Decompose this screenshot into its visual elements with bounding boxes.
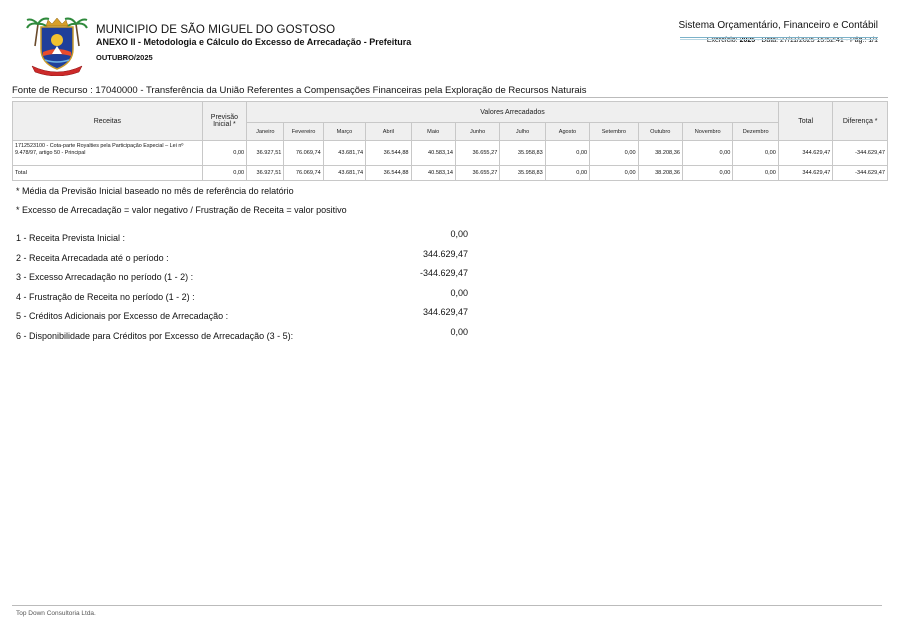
cell-month: 0,00 [681, 140, 734, 166]
revenue-table: Receitas Previsão Inicial * Valores Arre… [12, 101, 888, 181]
table-total-row: Total 0,00 36.927,51 76.069,74 43.681,74… [12, 165, 888, 181]
month-header: Abril [365, 122, 412, 141]
cell-month: 36.544,88 [365, 165, 412, 181]
note-excesso: * Excesso de Arrecadação = valor negativ… [16, 205, 347, 215]
cell-month: 36.655,27 [454, 165, 501, 181]
summary-row: 5 - Créditos Adicionais por Excesso de A… [16, 307, 468, 327]
cell-month: 38.208,36 [637, 140, 683, 166]
cell-month: 36.927,51 [246, 165, 285, 181]
report-header: MUNICIPIO DE SÃO MIGUEL DO GOSTOSO ANEXO… [26, 16, 878, 76]
coat-of-arms-logo [26, 17, 88, 76]
source-divider [12, 97, 888, 98]
summary-value: 344.629,47 [422, 307, 468, 317]
exercise-label: Exercício: [706, 37, 738, 44]
month-header: Fevereiro [283, 122, 324, 141]
footer-company: Top Down Consultoria Ltda. [16, 610, 96, 617]
summary-label: 5 - Créditos Adicionais por Excesso de A… [16, 311, 229, 321]
summary-value: 344.629,47 [422, 248, 468, 259]
cell-previsao: 0,00 [201, 165, 248, 181]
summary-label: 4 - Frustração de Receita no período (1 … [16, 291, 195, 302]
month-header: Janeiro [246, 122, 285, 141]
table-row: 1712523100 - Cota-parte Royalties pela P… [12, 140, 888, 166]
cell-month: 0,00 [732, 165, 779, 181]
cell-month: 40.583,14 [410, 140, 456, 166]
month-header: Março [322, 122, 367, 141]
report-date: - Data: 27/11/2025 15:52:41 - Pág.: 1/1 [757, 37, 878, 44]
footer-divider [12, 605, 882, 606]
summary-row: 6 - Disponibilidade para Créditos por Ex… [16, 327, 468, 347]
cell-month: 36.927,51 [246, 140, 285, 166]
cell-month: 76.069,74 [283, 140, 324, 166]
revenue-description: 1712523100 - Cota-parte Royalties pela P… [12, 140, 203, 166]
month-header: Outubro [637, 122, 683, 141]
cell-total: 344.629,47 [777, 140, 834, 166]
cell-month: 0,00 [589, 140, 639, 166]
cell-diferenca: -344.629,47 [832, 140, 888, 166]
col-total: Total [777, 101, 834, 141]
cell-month: 35.958,83 [499, 165, 546, 181]
municipality-name: MUNICIPIO DE SÃO MIGUEL DO GOSTOSO [96, 24, 336, 36]
note-previsao: * Média da Previsão Inicial baseado no m… [16, 186, 294, 196]
summary-value: 0,00 [450, 326, 468, 337]
cell-month: 36.655,27 [454, 140, 501, 166]
cell-month: 43.681,74 [322, 140, 367, 166]
cell-month: 0,00 [681, 165, 734, 181]
summary-value: 0,00 [450, 229, 468, 239]
reference-month: OUTUBRO/2025 [96, 53, 153, 62]
cell-month: 0,00 [732, 140, 779, 166]
header-divider [680, 37, 878, 38]
month-header: Setembro [589, 122, 639, 141]
summary-value: -344.629,47 [419, 268, 468, 278]
summary-label: 3 - Excesso Arrecadação no período (1 - … [16, 272, 194, 282]
notes: * Média da Previsão Inicial baseado no m… [16, 186, 347, 224]
month-header: Dezembro [732, 122, 779, 141]
cell-month: 43.681,74 [322, 165, 367, 181]
cell-month: 0,00 [544, 165, 591, 181]
cell-previsao: 0,00 [201, 140, 248, 166]
summary-row: 1 - Receita Prevista Inicial : 0,00 [16, 229, 468, 249]
annex-title: ANEXO II - Metodologia e Cálculo do Exce… [96, 37, 412, 47]
summary-row: 3 - Excesso Arrecadação no período (1 - … [16, 268, 468, 288]
cell-diferenca: -344.629,47 [832, 165, 888, 181]
cell-month: 0,00 [544, 140, 591, 166]
summary-value: 0,00 [450, 287, 468, 298]
summary-row: 2 - Receita Arrecadada até o período : 3… [16, 249, 468, 269]
col-receitas: Receitas [12, 101, 203, 141]
resource-source: Fonte de Recurso : 17040000 - Transferên… [12, 85, 587, 96]
col-valores: Valores Arrecadados [246, 101, 779, 123]
cell-month: 35.958,83 [499, 140, 546, 166]
summary-label: 1 - Receita Prevista Inicial : [16, 233, 126, 243]
cell-month: 76.069,74 [283, 165, 324, 181]
col-previsao: Previsão Inicial * [201, 101, 248, 141]
header-left: MUNICIPIO DE SÃO MIGUEL DO GOSTOSO ANEXO… [96, 24, 411, 62]
header-divider-2 [680, 39, 878, 40]
month-header: Junho [454, 122, 501, 141]
month-header: Maio [410, 122, 456, 141]
summary-list: 1 - Receita Prevista Inicial : 0,00 2 - … [16, 229, 468, 346]
cell-month: 0,00 [589, 165, 639, 181]
month-header: Novembro [681, 122, 734, 141]
exercise-year: 2025 [739, 37, 756, 44]
summary-label: 2 - Receita Arrecadada até o período : [16, 252, 169, 263]
total-label: Total [12, 165, 203, 181]
cell-month: 38.208,36 [637, 165, 683, 181]
header-right: Sistema Orçamentário, Financeiro e Contá… [678, 20, 878, 44]
cell-total: 344.629,47 [777, 165, 834, 181]
cell-month: 40.583,14 [410, 165, 456, 181]
report-meta: Exercício: 2025 - Data: 27/11/2025 15:52… [678, 37, 878, 44]
month-header: Agosto [544, 122, 591, 141]
cell-month: 36.544,88 [365, 140, 412, 166]
summary-row: 4 - Frustração de Receita no período (1 … [16, 288, 468, 308]
col-diferenca: Diferença * [832, 101, 888, 141]
system-name: Sistema Orçamentário, Financeiro e Contá… [678, 20, 878, 31]
month-header: Julho [499, 122, 546, 141]
summary-label: 6 - Disponibilidade para Créditos por Ex… [16, 330, 294, 341]
